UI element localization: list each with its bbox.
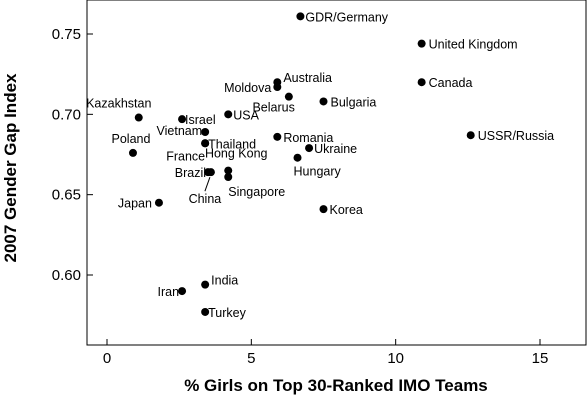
- point-label: France: [166, 149, 205, 163]
- data-point: [178, 115, 187, 124]
- x-tick-label: 10: [387, 350, 404, 367]
- data-point: [273, 132, 282, 141]
- y-tick-label: 0.65: [52, 187, 81, 204]
- point-label: India: [211, 274, 238, 288]
- point-label: Singapore: [228, 185, 285, 199]
- point-label: Australia: [283, 71, 332, 85]
- point-label: Vietnam: [157, 124, 203, 138]
- point-label: Turkey: [208, 306, 246, 320]
- data-point: [305, 144, 314, 153]
- data-point: [319, 205, 328, 214]
- point-label: United Kingdom: [429, 38, 518, 52]
- data-point: [128, 148, 137, 157]
- point-label: Brazil: [175, 166, 206, 180]
- point-label: Japan: [118, 197, 152, 211]
- point-label: Hong Kong: [205, 147, 268, 161]
- point-label: Moldova: [224, 81, 271, 95]
- point-label: Iran: [158, 285, 180, 299]
- data-point: [224, 172, 233, 181]
- data-point: [224, 166, 233, 175]
- point-label: Ukraine: [314, 142, 357, 156]
- point-label: Israel: [185, 113, 216, 127]
- data-point: [134, 113, 143, 122]
- point-label: GDR/Germany: [305, 10, 388, 24]
- x-tick-label: 0: [103, 350, 111, 367]
- data-point: [293, 153, 302, 162]
- point-label: USSR/Russia: [478, 129, 554, 143]
- plot-frame: [86, 0, 587, 346]
- data-point: [296, 12, 305, 21]
- x-axis-title: % Girls on Top 30-Ranked IMO Teams: [184, 376, 488, 395]
- data-point: [206, 168, 215, 177]
- y-tick-label: 0.70: [52, 106, 81, 123]
- point-label: Poland: [112, 132, 151, 146]
- data-point: [284, 92, 293, 101]
- china-leader-line: [204, 177, 211, 192]
- y-tick-label: 0.75: [52, 26, 81, 43]
- point-label: Bulgaria: [331, 95, 377, 109]
- point-label: Kazakhstan: [86, 97, 151, 111]
- data-point: [178, 287, 187, 296]
- data-point: [201, 307, 210, 316]
- point-label: Belarus: [252, 101, 294, 115]
- data-point: [417, 39, 426, 48]
- data-point: [273, 83, 282, 92]
- point-label: Canada: [429, 76, 473, 90]
- data-point: [154, 198, 163, 207]
- point-label: Korea: [330, 203, 363, 217]
- data-point: [201, 139, 210, 148]
- data-points: [128, 12, 475, 316]
- x-tick-label: 5: [247, 350, 255, 367]
- point-label: Romania: [283, 131, 333, 145]
- point-labels: GDR/Germany United Kingdom Canada Australia…: [86, 10, 554, 320]
- data-point: [201, 128, 210, 137]
- data-point: [466, 131, 475, 140]
- data-point: [319, 97, 328, 106]
- axis-ticks: 0 5 10 15 0.60 0.65 0.70 0.75: [52, 26, 549, 367]
- data-point: [417, 78, 426, 87]
- point-label: Hungary: [294, 165, 342, 179]
- point-label: China: [189, 192, 222, 206]
- point-label: USA: [233, 108, 259, 122]
- data-point: [224, 110, 233, 119]
- y-axis-title: 2007 Gender Gap Index: [1, 73, 20, 263]
- point-label: Thailand: [208, 137, 256, 151]
- x-tick-label: 15: [532, 350, 549, 367]
- data-point: [201, 280, 210, 289]
- y-tick-label: 0.60: [52, 267, 81, 284]
